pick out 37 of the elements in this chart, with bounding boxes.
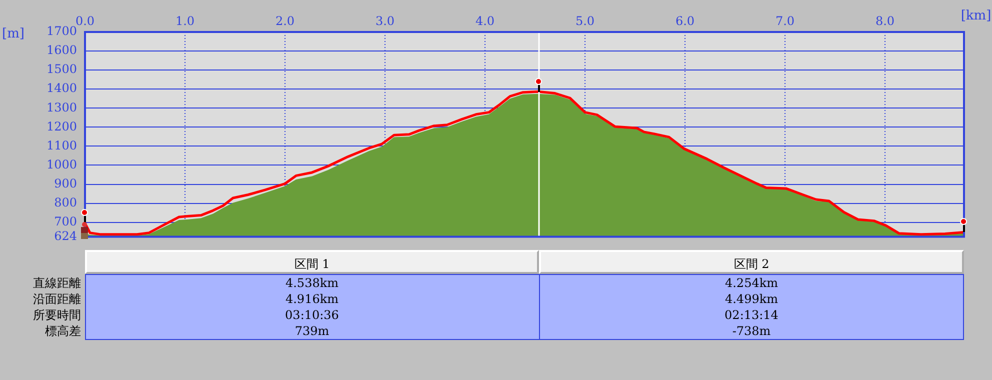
text: 標高差 [44,323,81,339]
y-tick-label: 1000 [46,157,77,172]
y-tick-label: 1600 [46,43,77,58]
text: -738m [731,323,772,339]
y-tick-label: 900 [54,176,77,190]
x-axis-title: [km] [960,8,992,24]
text: 739m [294,323,330,339]
text: 4.499km [724,291,779,307]
x-tick-label: 7.0 [775,14,795,28]
text: 区間 2 [539,250,964,274]
text: 所要時間 [32,307,81,323]
x-tick-label: 2.0 [275,14,295,28]
x-tick-label: 6.0 [675,14,695,28]
text: 区間 1 [85,250,539,274]
text: 4.916km [284,291,340,307]
text: 02:13:14 [724,307,780,323]
x-tick-label: 5.0 [575,14,595,28]
y-tick-label: 1700 [46,24,77,38]
y-tick-label: 1100 [46,138,77,152]
y-axis-title: [m] [2,26,24,42]
text: 03:10:36 [284,307,340,323]
text: 直線距離 [32,275,81,291]
x-tick-label: 4.0 [475,14,495,28]
x-tick-label: 8.0 [875,14,895,28]
text: 4.254km [724,275,779,291]
y-tick-label: 1500 [46,62,77,76]
y-tick-label: 700 [54,214,77,228]
x-tick-label: 0.0 [75,14,95,28]
y-tick-label: 1300 [46,100,77,114]
y-tick-label: 624 [54,228,78,243]
x-tick-label: 3.0 [375,14,395,28]
x-tick-label: 1.0 [175,14,195,28]
y-tick-label: 800 [54,195,77,210]
y-tick-label: 1200 [46,119,77,134]
text: 4.538km [284,275,340,291]
text: 沿面距離 [32,291,81,307]
y-tick-label: 1400 [46,81,77,96]
